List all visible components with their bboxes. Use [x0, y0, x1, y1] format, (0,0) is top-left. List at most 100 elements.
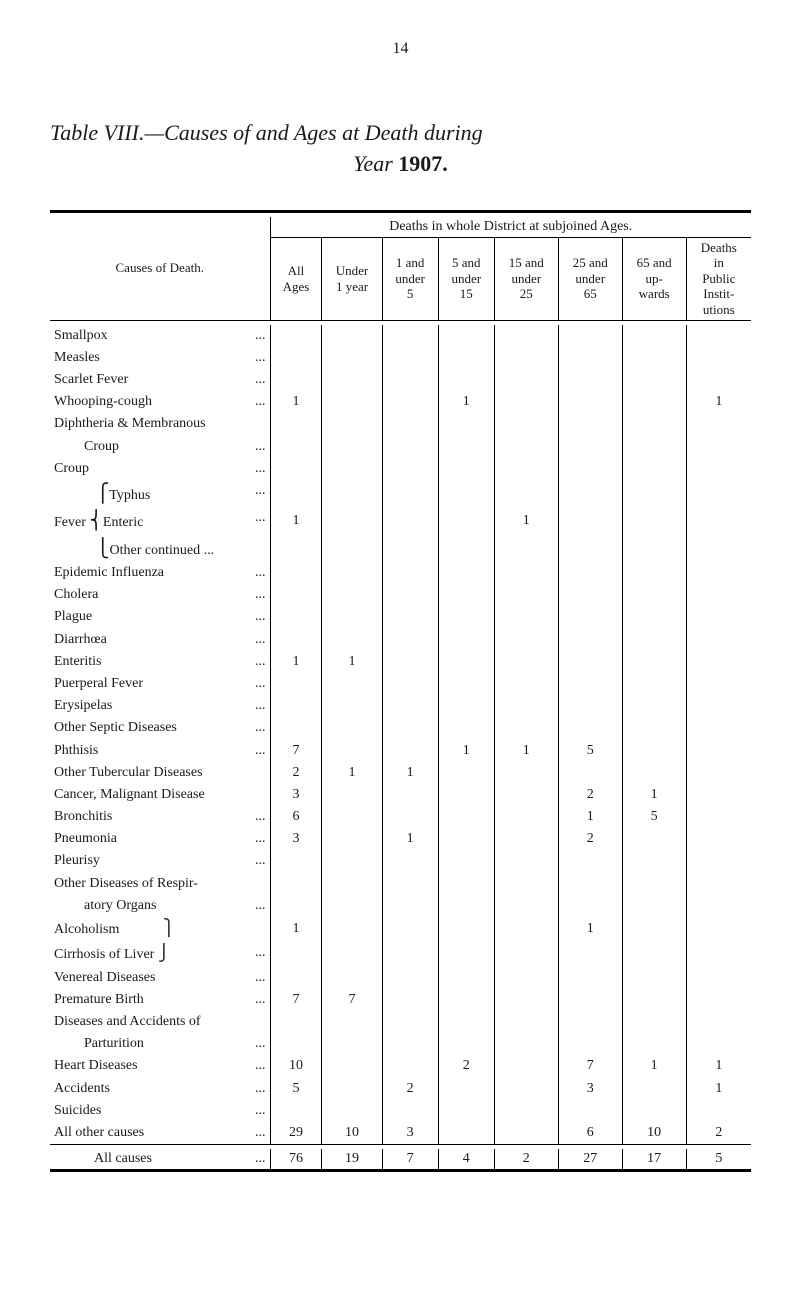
table-cell: [382, 584, 438, 606]
table-cell: 1: [438, 391, 494, 413]
table-cell: [438, 347, 494, 369]
table-cell: [438, 629, 494, 651]
table-cell: [558, 967, 622, 989]
table-cell: 3: [558, 1078, 622, 1100]
cause-label: Puerperal Fever...: [50, 673, 270, 695]
table-cell: [382, 325, 438, 347]
table-cell: [438, 1122, 494, 1145]
table-cell: [382, 480, 438, 507]
table-cell: [686, 717, 751, 739]
table-cell: [322, 850, 382, 872]
table-cell: [438, 1033, 494, 1055]
table-cell: [382, 629, 438, 651]
totals-v5: 27: [558, 1149, 622, 1171]
table-cell: [558, 850, 622, 872]
table-cell: [622, 391, 686, 413]
table-cell: [686, 413, 751, 435]
table-cell: [494, 942, 558, 967]
table-cell: [686, 917, 751, 942]
header-col-4: 15 and under 25: [494, 237, 558, 320]
table-cell: 1: [382, 762, 438, 784]
cause-label: Scarlet Fever...: [50, 369, 270, 391]
totals-v1: 19: [322, 1149, 382, 1171]
table-cell: [622, 1078, 686, 1100]
table-cell: [622, 535, 686, 562]
table-cell: [382, 391, 438, 413]
table-cell: [686, 873, 751, 895]
table-cell: [494, 629, 558, 651]
table-cell: [382, 413, 438, 435]
table-cell: [686, 828, 751, 850]
table-cell: [686, 762, 751, 784]
table-cell: [382, 436, 438, 458]
header-spanning: Deaths in whole District at subjoined Ag…: [270, 217, 751, 238]
table-cell: [322, 507, 382, 534]
table-cell: [270, 480, 322, 507]
cause-label: Pleurisy...: [50, 850, 270, 872]
table-row: Diphtheria & Membranous: [50, 413, 751, 435]
table-cell: 10: [270, 1055, 322, 1077]
table-cell: [322, 413, 382, 435]
table-cell: 10: [322, 1122, 382, 1145]
table-cell: [382, 717, 438, 739]
table-cell: [494, 673, 558, 695]
table-cell: [270, 717, 322, 739]
table-cell: [382, 850, 438, 872]
table-cell: 2: [686, 1122, 751, 1145]
table-cell: 1: [270, 917, 322, 942]
table-cell: [494, 391, 558, 413]
table-cell: [438, 762, 494, 784]
table-cell: [438, 717, 494, 739]
table-cell: [494, 784, 558, 806]
table-cell: 1: [686, 1078, 751, 1100]
table-cell: [382, 942, 438, 967]
table-row: Plague...: [50, 606, 751, 628]
table-cell: [494, 717, 558, 739]
table-cell: 7: [270, 989, 322, 1011]
header-col-5: 25 and under 65: [558, 237, 622, 320]
table-cell: [270, 369, 322, 391]
header-col-6: 65 and up- wards: [622, 237, 686, 320]
table-cell: 6: [558, 1122, 622, 1145]
table-cell: [686, 651, 751, 673]
table-cell: [494, 458, 558, 480]
table-cell: [686, 989, 751, 1011]
table-cell: [438, 850, 494, 872]
table-cell: [438, 806, 494, 828]
table-cell: [622, 967, 686, 989]
table-cell: [622, 1100, 686, 1122]
totals-v7: 5: [686, 1149, 751, 1171]
table-cell: [494, 762, 558, 784]
table-row: Heart Diseases...102711: [50, 1055, 751, 1077]
table-cell: [558, 347, 622, 369]
table-cell: [686, 507, 751, 534]
table-cell: [494, 584, 558, 606]
cause-label: ⎩ Other continued ...: [50, 535, 270, 562]
table-cell: [438, 967, 494, 989]
cause-label: Erysipelas...: [50, 695, 270, 717]
table-cell: [322, 480, 382, 507]
table-row: Smallpox...: [50, 325, 751, 347]
table-cell: [558, 942, 622, 967]
table-cell: [270, 1011, 322, 1033]
header-col-0: All Ages: [270, 237, 322, 320]
table-cell: [382, 740, 438, 762]
table-cell: [622, 873, 686, 895]
table-cell: [322, 917, 382, 942]
table-cell: [382, 562, 438, 584]
table-cell: [322, 1011, 382, 1033]
table-cell: [622, 695, 686, 717]
table-cell: [622, 347, 686, 369]
table-cell: [686, 740, 751, 762]
table-cell: [382, 1033, 438, 1055]
table-cell: [382, 1055, 438, 1077]
table-cell: [686, 369, 751, 391]
table-cell: [438, 895, 494, 917]
cause-label: Cirrhosis of Liver ⎭...: [50, 942, 270, 967]
table-cell: [270, 695, 322, 717]
table-row: Pleurisy...: [50, 850, 751, 872]
cause-label: atory Organs...: [50, 895, 270, 917]
table-cell: [558, 325, 622, 347]
table-cell: 2: [270, 762, 322, 784]
cause-label: Suicides...: [50, 1100, 270, 1122]
